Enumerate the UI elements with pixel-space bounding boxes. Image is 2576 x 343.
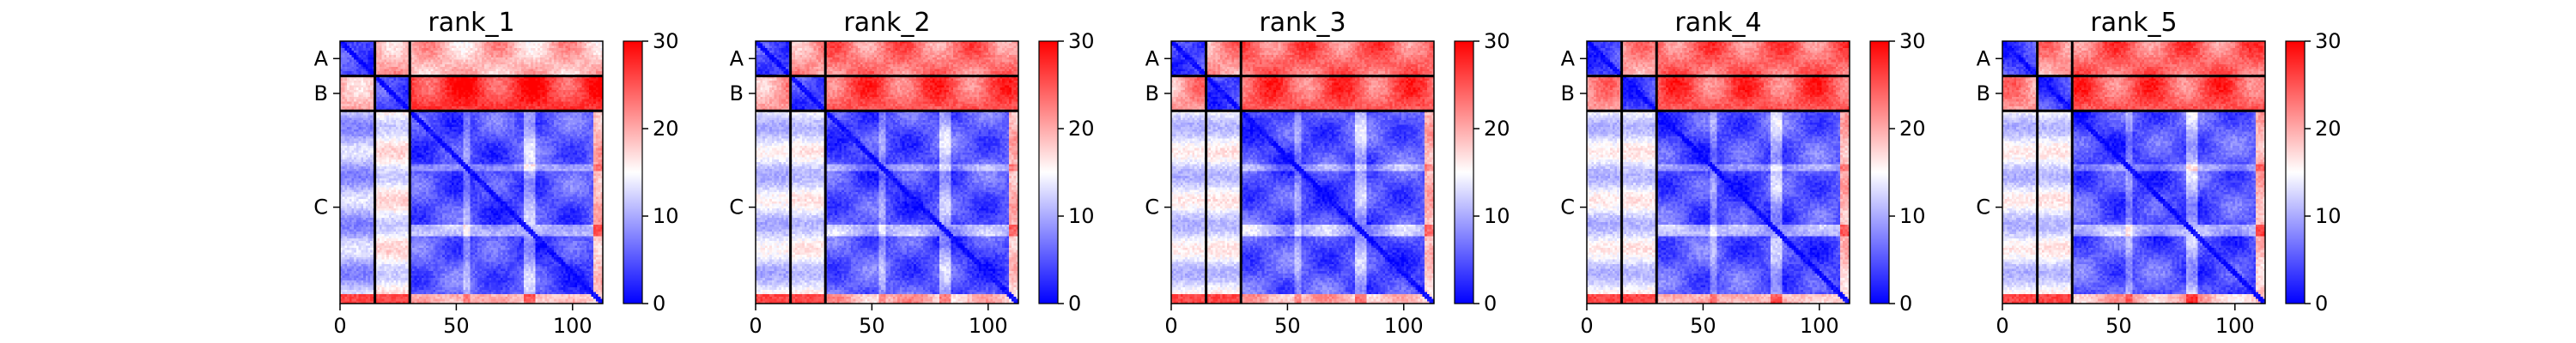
colorbar	[623, 40, 643, 304]
panel-title: rank_3	[1259, 8, 1346, 38]
colorbar	[1869, 40, 1890, 304]
pae-heatmap	[756, 41, 1018, 304]
colorbar-tick-label: 20	[653, 117, 679, 141]
axes-frame	[755, 40, 1019, 304]
colorbar-tick-label: 10	[1484, 204, 1510, 228]
x-tick-label: 0	[333, 314, 346, 338]
axes-frame	[1170, 40, 1435, 304]
colorbar-tick-label: 30	[653, 29, 679, 53]
y-tick-label-chain-c: C	[1145, 196, 1159, 220]
colorbar-tick-label: 10	[2315, 204, 2342, 228]
pae-heatmap	[1171, 41, 1434, 304]
y-tick-label-chain-a: A	[730, 46, 744, 70]
colorbar-tick-label: 0	[1899, 292, 1912, 316]
panel-title: rank_4	[1674, 8, 1761, 38]
panel-rank-3: rank_3 AB C 0 50 100 0 10 20 30	[1145, 8, 1510, 338]
colorbar-tick-label: 10	[1899, 204, 1926, 228]
pae-heatmap	[2002, 41, 2265, 304]
x-tick-label: 50	[2105, 314, 2132, 338]
colorbar-tick-label: 20	[2315, 117, 2342, 141]
y-tick-label-chain-b: B	[730, 81, 744, 105]
colorbar-tick-label: 0	[1484, 292, 1497, 316]
axes-frame	[339, 40, 604, 304]
x-tick-label: 100	[1800, 314, 1839, 338]
y-tick-label-chain-b: B	[1561, 81, 1575, 105]
colorbar	[1454, 40, 1474, 304]
x-tick-label: 50	[1690, 314, 1716, 338]
x-tick-label: 50	[1274, 314, 1301, 338]
panel-rank-1: rank_1 AB C 0 50 100 0 10 20 30	[313, 8, 678, 338]
x-tick-label: 50	[443, 314, 470, 338]
colorbar-tick-label: 20	[1484, 117, 1510, 141]
x-tick-label: 0	[1580, 314, 1593, 338]
colorbar-tick-label: 10	[653, 204, 679, 228]
y-tick-label-chain-c: C	[1560, 196, 1575, 220]
colorbar-tick-label: 10	[1068, 204, 1095, 228]
y-tick-label-chain-b: B	[314, 81, 328, 105]
y-tick-label-chain-b: B	[1977, 81, 1990, 105]
axes-frame	[1586, 40, 1850, 304]
colorbar-tick-label: 30	[1899, 29, 1926, 53]
colorbar-tick-label: 30	[1068, 29, 1095, 53]
axes-frame	[2002, 40, 2266, 304]
y-tick-label-chain-a: A	[1145, 46, 1160, 70]
panel-rank-5: rank_5 AB C 0 50 100 0 10 20 30	[1976, 8, 2341, 338]
x-tick-label: 100	[1384, 314, 1424, 338]
panel-rank-2: rank_2 AB C 0 50 100 0 10 20 30	[729, 8, 1094, 338]
y-tick-label-chain-c: C	[729, 196, 744, 220]
y-tick-label-chain-a: A	[1977, 46, 1991, 70]
x-tick-label: 100	[2215, 314, 2255, 338]
panel-title: rank_1	[428, 8, 514, 38]
colorbar	[1038, 40, 1059, 304]
x-tick-label: 50	[859, 314, 885, 338]
pae-heatmap	[1587, 41, 1850, 304]
colorbar-tick-label: 20	[1899, 117, 1926, 141]
x-tick-label: 0	[749, 314, 762, 338]
panel-title: rank_2	[843, 8, 930, 38]
y-tick-label-chain-b: B	[1145, 81, 1159, 105]
colorbar-tick-label: 0	[2315, 292, 2328, 316]
pae-heatmap	[340, 41, 603, 304]
colorbar-tick-label: 0	[1068, 292, 1081, 316]
colorbar	[2285, 40, 2306, 304]
colorbar-tick-label: 30	[2315, 29, 2342, 53]
x-tick-label: 100	[553, 314, 592, 338]
colorbar-tick-label: 30	[1484, 29, 1510, 53]
y-tick-label-chain-c: C	[1976, 196, 1990, 220]
x-tick-label: 0	[1164, 314, 1177, 338]
colorbar-tick-label: 20	[1068, 117, 1095, 141]
colorbar-tick-label: 0	[653, 292, 665, 316]
x-tick-label: 0	[1996, 314, 2008, 338]
panel-rank-4: rank_4 AB C 0 50 100 0 10 20 30	[1560, 8, 1925, 338]
y-tick-label-chain-a: A	[1561, 46, 1576, 70]
x-tick-label: 100	[969, 314, 1008, 338]
panel-title: rank_5	[2090, 8, 2177, 38]
y-tick-label-chain-c: C	[313, 196, 328, 220]
y-tick-label-chain-a: A	[314, 46, 329, 70]
